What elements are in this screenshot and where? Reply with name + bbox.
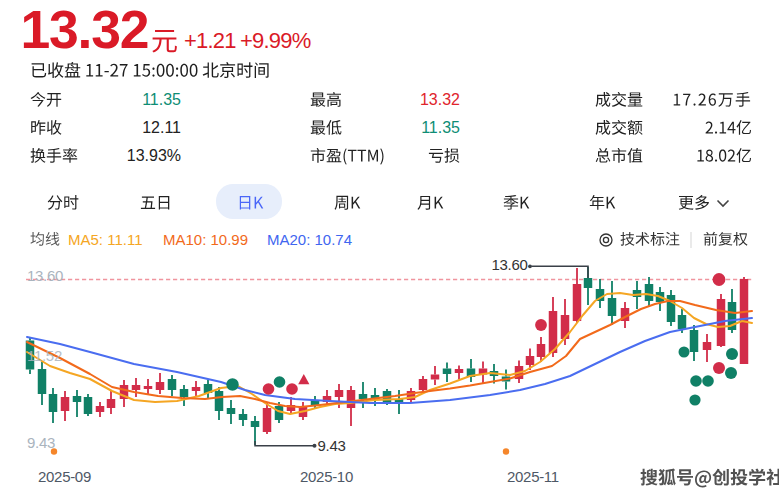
svg-text:13.60: 13.60 bbox=[492, 256, 528, 273]
svg-text:13.60: 13.60 bbox=[27, 267, 63, 284]
svg-text:9.43: 9.43 bbox=[27, 434, 55, 451]
svg-text:9.43: 9.43 bbox=[318, 437, 346, 454]
svg-text:11.52: 11.52 bbox=[27, 347, 62, 364]
